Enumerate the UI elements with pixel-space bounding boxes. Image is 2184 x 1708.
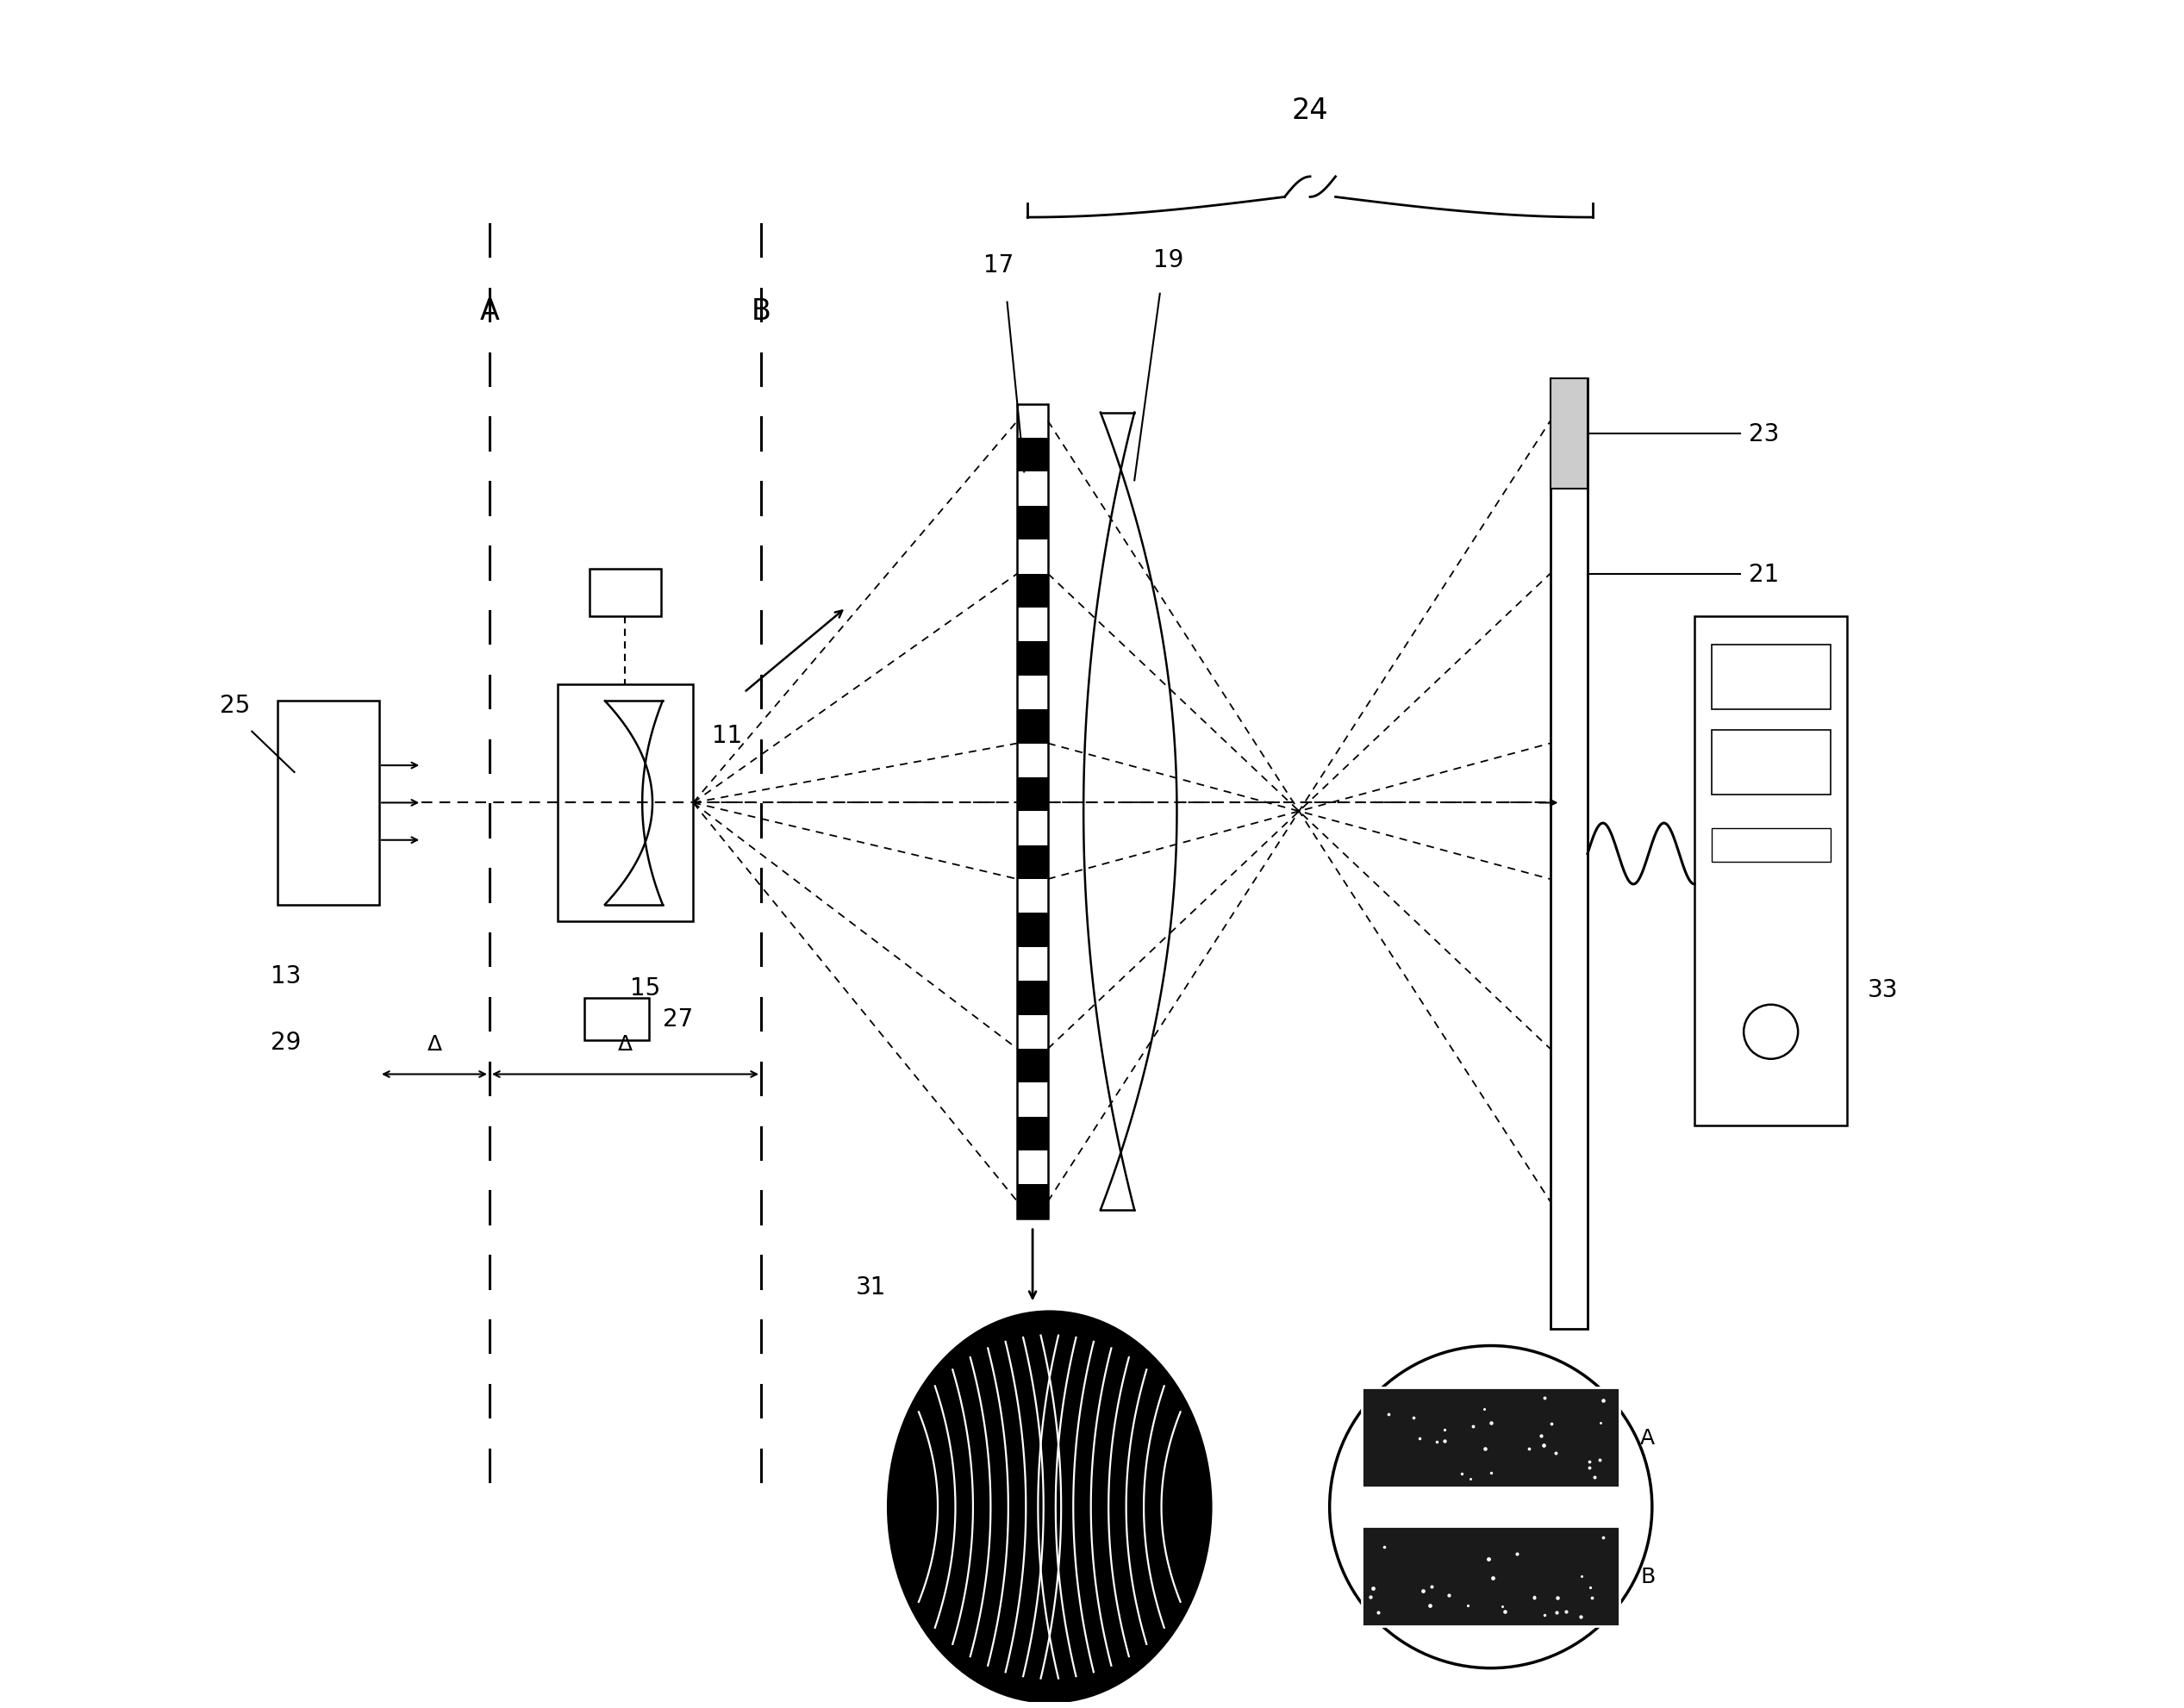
Bar — [1712, 646, 1830, 711]
Text: 13: 13 — [271, 965, 301, 989]
Bar — [557, 685, 692, 922]
Bar — [1018, 439, 1048, 473]
Text: A: A — [1640, 1428, 1655, 1448]
Bar — [1018, 845, 1048, 880]
Text: 21: 21 — [1749, 562, 1780, 586]
Text: 23: 23 — [1749, 422, 1780, 446]
Text: Δ: Δ — [428, 1033, 441, 1054]
Bar — [1712, 731, 1830, 794]
Text: A: A — [480, 297, 500, 326]
Bar — [1695, 617, 1848, 1126]
Text: Δ: Δ — [618, 1033, 633, 1054]
Text: 24: 24 — [1291, 96, 1328, 125]
Bar — [585, 997, 649, 1040]
Bar — [1363, 1527, 1621, 1626]
Bar — [1018, 574, 1048, 608]
Bar — [1363, 1387, 1621, 1488]
Text: 27: 27 — [662, 1008, 692, 1032]
Bar — [1018, 914, 1048, 948]
Text: 19: 19 — [1153, 248, 1184, 272]
Text: 17: 17 — [983, 253, 1013, 277]
Bar — [590, 569, 662, 617]
Bar — [1712, 828, 1830, 863]
Bar — [1018, 642, 1048, 676]
Bar — [1018, 711, 1048, 743]
Text: 15: 15 — [631, 975, 662, 1001]
Ellipse shape — [889, 1312, 1210, 1701]
Bar — [1018, 980, 1048, 1015]
Text: 29: 29 — [271, 1030, 301, 1054]
Text: 33: 33 — [1867, 977, 1898, 1001]
Bar — [1551, 379, 1588, 1329]
Bar — [1018, 777, 1048, 811]
Text: 25: 25 — [221, 693, 251, 717]
Text: 31: 31 — [856, 1274, 887, 1298]
Bar — [1018, 405, 1048, 1218]
Text: 11: 11 — [712, 724, 743, 748]
Text: B: B — [1640, 1566, 1655, 1587]
Circle shape — [1330, 1346, 1651, 1669]
Bar — [1018, 1049, 1048, 1083]
Bar — [1018, 1185, 1048, 1218]
Bar — [277, 702, 380, 905]
Bar — [1018, 1117, 1048, 1151]
Bar — [1018, 506, 1048, 540]
Text: B: B — [751, 297, 771, 326]
Bar — [1551, 379, 1588, 490]
